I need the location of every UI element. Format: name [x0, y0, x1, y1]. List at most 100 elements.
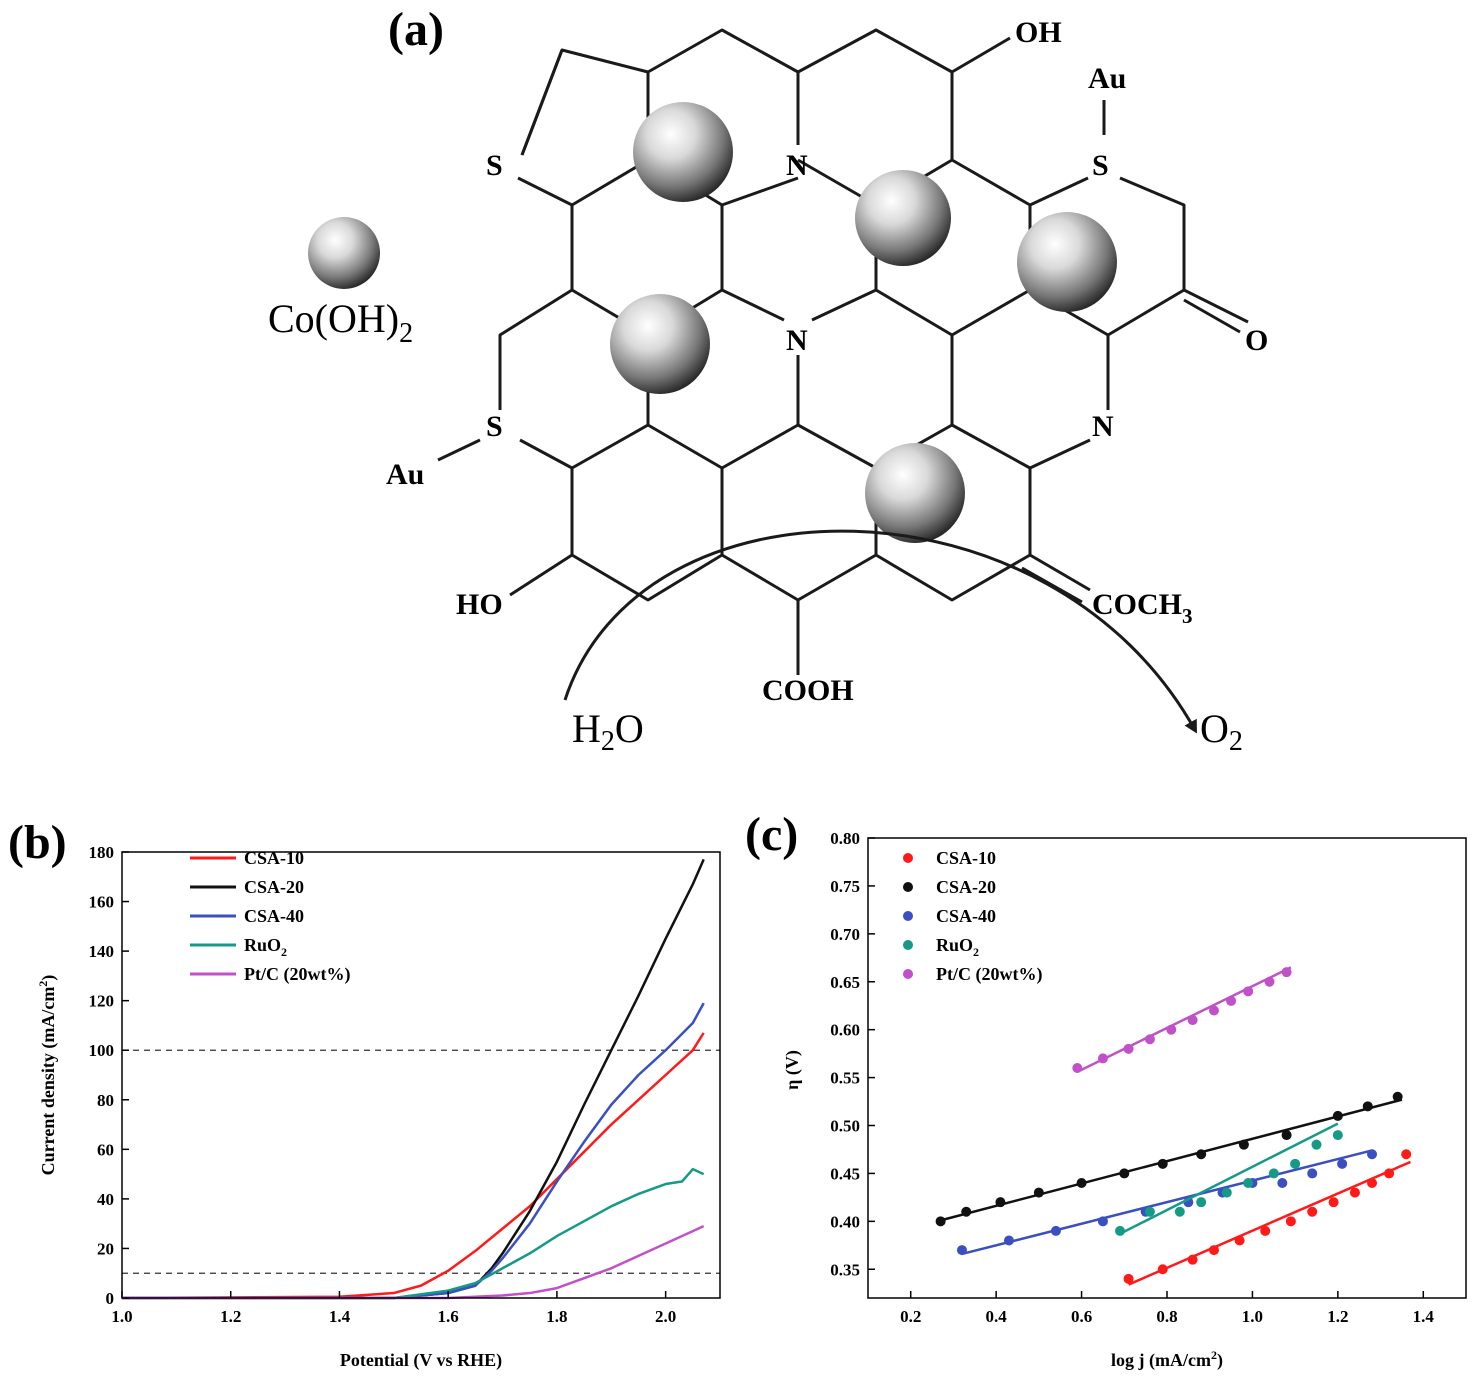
x-tick-label: 0.4	[986, 1307, 1008, 1326]
data-point	[1196, 1149, 1207, 1160]
legend-label: RuO2	[936, 935, 979, 959]
data-point	[1115, 1225, 1126, 1236]
y-tick-label: 0.65	[830, 973, 860, 992]
panel-c-series	[935, 966, 1412, 1286]
atom-n-mid: N	[786, 324, 808, 357]
co-oh2-sphere	[865, 443, 965, 543]
x-tick-label: 0.6	[1071, 1307, 1092, 1326]
legend-label: CSA-10	[244, 848, 304, 868]
data-point	[1332, 1110, 1343, 1121]
data-point	[1166, 1024, 1177, 1035]
co-oh2-sphere	[633, 102, 733, 202]
series-line	[122, 858, 705, 1300]
legend-label: CSA-10	[936, 848, 996, 868]
atom-s-right: S	[1092, 149, 1109, 182]
data-point	[1208, 1005, 1219, 1016]
atom-n-top: N	[786, 149, 808, 182]
data-point	[1281, 1130, 1292, 1141]
species-legend: Co(OH)2	[268, 217, 413, 349]
reactant-label: H2O	[572, 706, 644, 757]
data-point	[1243, 1178, 1254, 1188]
data-point	[1003, 1235, 1014, 1246]
fit-line	[940, 1098, 1403, 1222]
x-tick-label: 1.2	[1327, 1307, 1348, 1326]
data-point	[1208, 1245, 1219, 1256]
y-tick-label: 160	[89, 893, 115, 912]
legend-sphere	[308, 217, 380, 289]
series-line	[121, 1032, 705, 1300]
x-tick-label: 1.2	[220, 1307, 241, 1326]
legend-label: Pt/C (20wt%)	[936, 964, 1042, 985]
panel-a: (a)	[268, 3, 1268, 757]
y-tick-label: 120	[89, 992, 115, 1011]
fit-line	[1076, 966, 1292, 1073]
data-point	[1332, 1130, 1343, 1141]
legend-species-label: Co(OH)2	[268, 296, 413, 349]
legend-swatch	[903, 911, 913, 921]
legend-swatch	[903, 853, 913, 863]
atom-ho: HO	[456, 588, 503, 621]
x-tick-label: 0.2	[900, 1307, 921, 1326]
panel-b-reference-lines	[122, 1049, 720, 1274]
legend-label: Pt/C (20wt%)	[244, 964, 350, 985]
data-point	[1187, 1015, 1198, 1026]
y-tick-label: 0.70	[830, 925, 860, 944]
atom-cooh: COOH	[762, 674, 854, 707]
legend-label: CSA-20	[244, 877, 304, 897]
series-line	[122, 1167, 705, 1300]
data-point	[1076, 1178, 1087, 1188]
co-oh2-sphere	[855, 170, 951, 266]
data-point	[1033, 1187, 1044, 1198]
co-oh2-spheres	[610, 102, 1117, 543]
legend-swatch	[903, 969, 913, 979]
atom-oh-top: OH	[1015, 16, 1062, 49]
panel-b-legend: CSA-10 CSA-20 CSA-40 RuO2 Pt/C (20wt%)	[190, 848, 350, 985]
x-tick-label: 1.4	[1413, 1307, 1435, 1326]
panel-a-label: (a)	[388, 3, 444, 56]
legend-label: CSA-40	[244, 906, 304, 926]
panel-b-y-axis-title: Current density (mA/cm2)	[36, 975, 59, 1176]
y-tick-label: 0.60	[830, 1021, 860, 1040]
atom-s-left: S	[486, 149, 503, 182]
data-point	[1268, 1168, 1279, 1179]
y-tick-label: 0	[106, 1289, 115, 1308]
atom-coch3: COCH3	[1092, 588, 1193, 628]
x-tick-label: 2.0	[655, 1307, 676, 1326]
data-point	[1349, 1187, 1360, 1198]
data-point	[1328, 1197, 1339, 1208]
atom-au-top: Au	[1088, 62, 1126, 95]
data-point	[1196, 1197, 1207, 1208]
data-point	[1367, 1178, 1378, 1188]
panel-b-x-axis-title: Potential (V vs RHE)	[340, 1350, 502, 1371]
x-tick-label: 0.8	[1156, 1307, 1177, 1326]
data-point	[1290, 1158, 1301, 1169]
panel-b-plot-frame	[121, 851, 721, 1299]
fit-line	[961, 1149, 1373, 1256]
panel-c-axes: 0.2 0.4 0.6 0.8 1.0 1.2 1.4 0.35 0.40 0.45 0.50 0.5…	[830, 829, 1434, 1326]
y-tick-label: 80	[97, 1091, 114, 1110]
data-point	[1238, 1139, 1249, 1150]
panel-c-label: (c)	[745, 808, 798, 861]
data-point	[1226, 995, 1237, 1006]
atom-au-left: Au	[386, 458, 424, 491]
atom-n-right: N	[1092, 410, 1114, 443]
x-tick-label: 1.0	[1242, 1307, 1263, 1326]
panel-c-legend: CSA-10 CSA-20 CSA-40 RuO2 Pt/C (20wt%)	[903, 848, 1042, 985]
y-tick-label: 100	[89, 1041, 115, 1060]
data-point	[1072, 1063, 1083, 1073]
y-tick-label: 0.75	[830, 877, 860, 896]
data-point	[1281, 967, 1292, 978]
y-tick-label: 0.45	[830, 1164, 860, 1183]
panel-c-x-axis-title: log j (mA/cm2)	[1111, 1348, 1223, 1371]
data-point	[1234, 1235, 1245, 1246]
data-point	[1264, 976, 1275, 987]
data-point	[1123, 1043, 1134, 1054]
data-point	[1311, 1139, 1322, 1150]
data-point	[1243, 986, 1254, 997]
x-tick-label: 1.4	[329, 1307, 351, 1326]
y-tick-label: 0.35	[830, 1260, 860, 1279]
molecule-atom-labels: OH Au S N S N O S Au N HO COCH3 COOH	[386, 16, 1268, 707]
y-tick-label: 20	[97, 1239, 114, 1258]
fit-line	[1119, 1122, 1339, 1235]
